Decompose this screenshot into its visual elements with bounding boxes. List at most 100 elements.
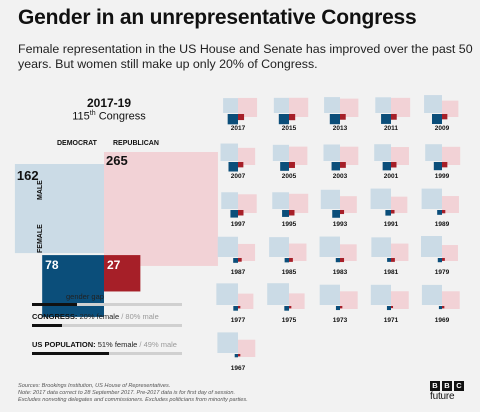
mini-democrat-female [280, 162, 289, 171]
mini-democrat-male [370, 188, 391, 209]
mini-republican-female [238, 258, 242, 262]
logo-letter-c: C [454, 381, 464, 391]
mini-republican-male [442, 100, 459, 117]
mini-year-label: 2009 [435, 125, 450, 132]
mini-republican-female [289, 258, 293, 262]
mini-democrat-female [228, 162, 238, 172]
mini-chart-1973: 1973 [319, 284, 358, 324]
mini-democrat-male [371, 237, 391, 257]
mini-republican-male [238, 147, 256, 165]
mini-democrat-female [282, 210, 289, 217]
mini-chart-1983: 1983 [319, 236, 357, 276]
mini-republican-female [238, 354, 241, 357]
mini-chart-1969: 1969 [421, 284, 460, 324]
mini-democrat-female [284, 258, 289, 263]
mini-republican-female [238, 162, 244, 168]
mini-chart-1979: 1979 [421, 236, 458, 276]
main-chart-congress: 115th Congress [64, 110, 154, 123]
mini-republican-female [391, 162, 397, 168]
mini-chart-2009: 2009 [424, 95, 459, 132]
mini-republican-male [391, 147, 409, 165]
label-republican-male: 265 [106, 153, 128, 168]
mini-democrat-male [320, 189, 340, 209]
mini-republican-female [238, 114, 245, 121]
mini-democrat-female [335, 306, 340, 311]
mini-democrat-male [272, 144, 289, 161]
mini-chart-1997: 1997 [221, 192, 257, 228]
mini-democrat-male [323, 144, 340, 161]
mini-year-label: 1991 [384, 221, 399, 228]
bar-republican-male [104, 152, 218, 266]
mini-republican-female [340, 210, 345, 215]
population-female-share: 51% female [97, 340, 138, 349]
mini-chart-1987: 1987 [217, 236, 256, 276]
bar-democrat-female [42, 255, 104, 317]
mini-democrat-female [438, 306, 442, 310]
mini-democrat-female [233, 306, 238, 311]
mini-year-label: 1969 [435, 317, 450, 324]
logo-word: future [430, 391, 455, 402]
mini-republican-male [340, 244, 357, 261]
mini-democrat-male [374, 144, 391, 161]
mini-democrat-male [223, 98, 238, 113]
mini-republican-female [391, 210, 395, 214]
mini-democrat-female [284, 306, 289, 311]
gender-gap-fill [32, 303, 77, 306]
mini-year-label: 1967 [231, 365, 246, 372]
population-legend: US POPULATION: 51% female / 49% male [32, 340, 177, 349]
mini-chart-1995: 1995 [272, 192, 309, 228]
mini-chart-2003: 2003 [323, 144, 359, 180]
mini-democrat-male [217, 332, 238, 353]
mini-democrat-male [272, 192, 289, 209]
mini-republican-female [391, 258, 395, 262]
congress-female-share: 20% female [79, 312, 120, 321]
mini-democrat-male [319, 236, 340, 257]
mini-democrat-female [433, 162, 442, 171]
mini-chart-2017: 2017 [223, 97, 258, 132]
mini-year-label: 1995 [282, 221, 297, 228]
mini-republican-male [391, 291, 409, 309]
page-title: Gender in an unrepresentative Congress [18, 6, 417, 29]
mini-year-label: 1979 [435, 269, 450, 276]
mini-republican-male [289, 293, 305, 309]
mini-democrat-male [421, 188, 442, 209]
mini-democrat-male [421, 236, 442, 257]
mini-democrat-female [381, 114, 391, 124]
row-label-male: MALE [37, 180, 44, 200]
mini-republican-female [289, 162, 295, 168]
population-legend-label: US POPULATION: [32, 340, 96, 349]
mini-republican-female [289, 210, 295, 216]
congress-share-bar [32, 324, 182, 327]
mini-democrat-female [437, 210, 442, 215]
footer-sources: Sources: Brookings Institution, US House… [18, 383, 171, 389]
mini-republican-male [238, 339, 256, 357]
congress-word: Congress [98, 110, 146, 123]
mini-democrat-male [273, 97, 289, 113]
congress-suffix: th [89, 110, 96, 117]
mini-democrat-male [221, 192, 238, 209]
mini-chart-2013: 2013 [324, 97, 359, 132]
mini-chart-1989: 1989 [421, 188, 459, 228]
mini-democrat-female [387, 258, 391, 262]
mini-chart-1981: 1981 [371, 237, 409, 276]
population-share-bar [32, 352, 182, 355]
mini-republican-male [289, 243, 307, 261]
mini-republican-male [340, 98, 359, 117]
mini-year-label: 1981 [384, 269, 399, 276]
mini-republican-male [289, 146, 308, 165]
mini-year-label: 2003 [333, 173, 348, 180]
mini-republican-male [340, 291, 358, 309]
footer-exclusions: Excludes nonvoting delegates and commiss… [18, 396, 248, 403]
mini-republican-male [340, 196, 357, 213]
bar-republican-female [104, 255, 141, 292]
mini-democrat-male [319, 284, 340, 305]
mini-republican-female [340, 162, 346, 168]
mini-democrat-female [335, 258, 340, 263]
mini-democrat-male [269, 237, 289, 257]
main-chart-year: 2017-19 [86, 96, 132, 110]
logo-letter-b1: B [430, 381, 440, 391]
mini-chart-1977: 1977 [216, 283, 254, 324]
mini-chart-1967: 1967 [217, 332, 256, 372]
footer-note: Note: 2017 data correct to 28 September … [18, 389, 236, 396]
